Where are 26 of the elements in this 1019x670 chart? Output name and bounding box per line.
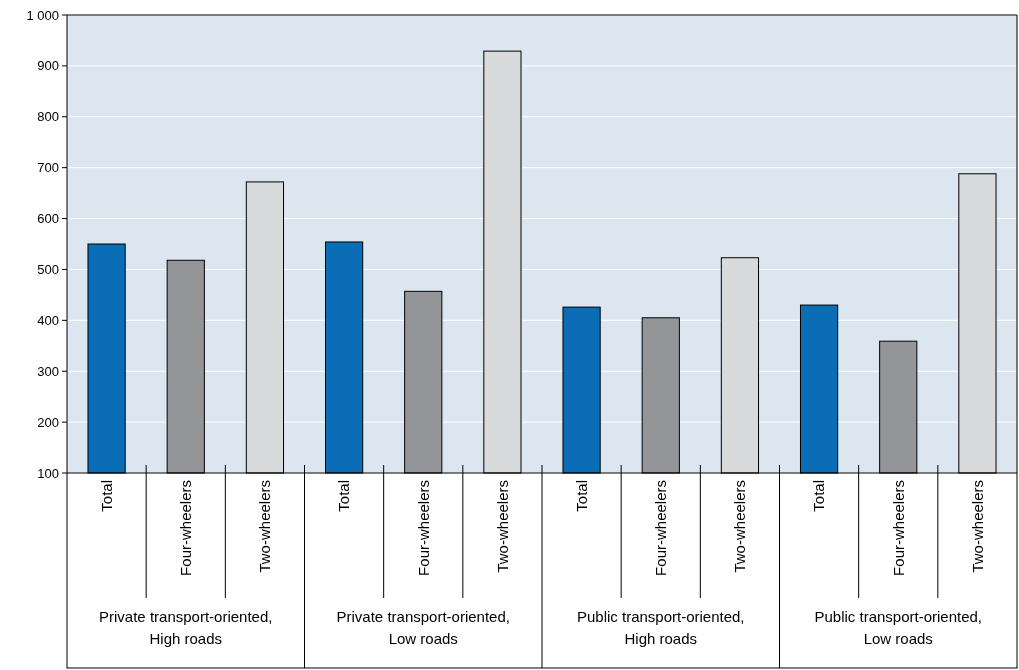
y-tick-label: 900: [37, 58, 59, 74]
x-tick-label: Two-wheelers: [493, 480, 511, 573]
y-tick-label: 400: [37, 312, 59, 328]
x-tick-label: Two-wheelers: [968, 480, 986, 573]
x-tick-label: Two-wheelers: [731, 480, 749, 573]
x-tick-label: Two-wheelers: [256, 480, 274, 573]
x-tick-label: Four-wheelers: [889, 480, 907, 576]
x-tick-label: Four-wheelers: [177, 480, 194, 576]
x-tick-label: Total: [335, 480, 353, 512]
y-tick-label: 1 000: [26, 7, 59, 23]
x-tick-label: Four-wheelers: [652, 480, 669, 576]
y-tick-label: 300: [37, 363, 59, 379]
y-tick-label: 800: [37, 109, 59, 125]
y-tick-label: 100: [37, 465, 59, 481]
y-tick-label: 200: [37, 414, 59, 430]
y-tick-label: 500: [37, 261, 59, 277]
x-tick-label: Total: [810, 480, 828, 512]
x-tick-label: Four-wheelers: [414, 480, 432, 576]
x-tick-label: Total: [97, 480, 115, 512]
text: Private transport-oriented, High roads: [99, 608, 273, 647]
y-tick-label: 600: [37, 211, 59, 227]
y-tick-label: 700: [37, 160, 59, 176]
text: Public transport-oriented, Low roads: [814, 608, 983, 647]
text: Private transport-oriented, Low roads: [336, 608, 510, 647]
text: Public transport-oriented, High roads: [576, 608, 745, 647]
x-tick-label: Total: [572, 480, 590, 512]
